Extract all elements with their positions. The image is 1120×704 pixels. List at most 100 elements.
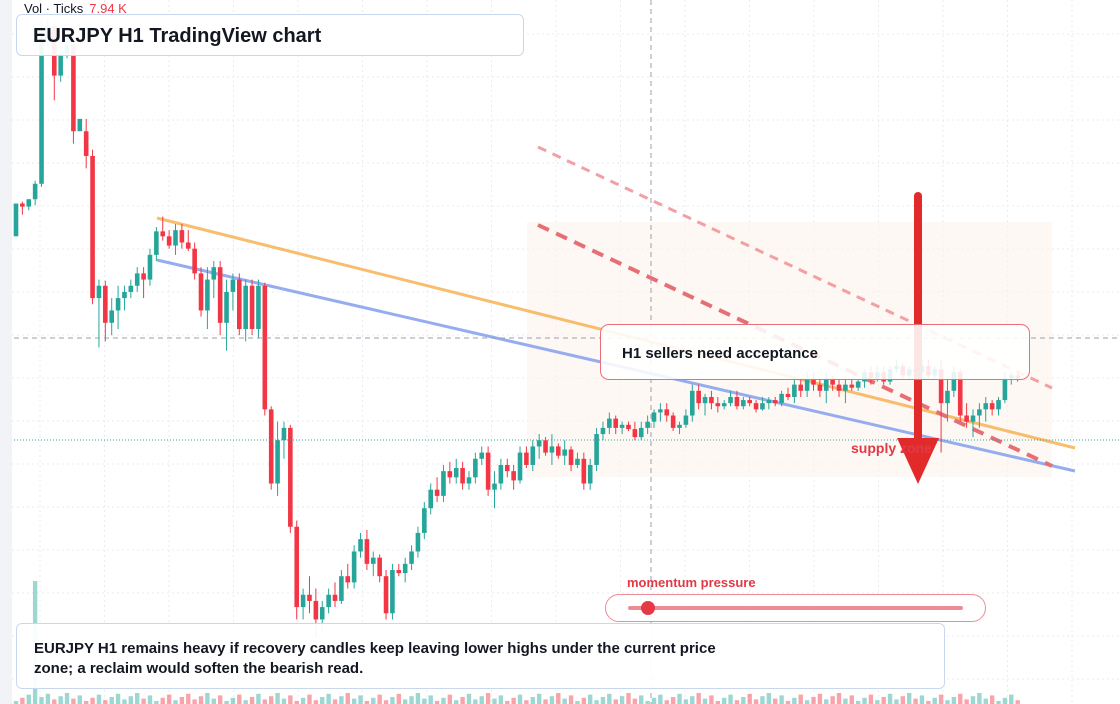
volume-bar xyxy=(90,697,95,704)
volume-bar xyxy=(600,697,606,704)
candle-body xyxy=(683,415,689,425)
candle-body xyxy=(460,468,465,484)
volume-bar xyxy=(843,698,848,704)
candle-body xyxy=(970,415,976,422)
candle-body xyxy=(332,594,338,601)
candle-body xyxy=(798,384,804,391)
volume-bar xyxy=(524,700,529,704)
volume-legend: Vol · Ticks 7.94 K xyxy=(0,0,127,16)
volume-bar xyxy=(900,696,906,704)
volume-legend-label: Vol · Ticks xyxy=(24,1,84,16)
candle-body xyxy=(594,434,599,465)
candle-body xyxy=(281,427,287,441)
volume-bar xyxy=(664,700,669,704)
callout-box: H1 sellers need acceptance xyxy=(600,324,1030,380)
candle-body xyxy=(230,279,236,292)
volume-bar xyxy=(505,701,510,704)
candle-body xyxy=(587,464,593,484)
candle-body xyxy=(307,594,312,601)
volume-bar xyxy=(281,698,287,704)
volume-bar xyxy=(103,700,108,704)
volume-bar xyxy=(339,696,344,704)
momentum-label: momentum pressure xyxy=(627,575,756,590)
candle-body xyxy=(760,403,765,410)
candle-body xyxy=(581,458,587,484)
volume-bar xyxy=(607,693,612,704)
volume-bar xyxy=(409,696,414,704)
volume-bar xyxy=(39,697,44,704)
candle-body xyxy=(20,203,25,207)
candle-body xyxy=(613,418,619,428)
volume-bar xyxy=(747,693,752,704)
volume-bar xyxy=(262,699,268,704)
candle-body xyxy=(217,267,223,323)
volume-bar xyxy=(1002,697,1008,704)
volume-bar xyxy=(977,693,982,704)
candle-body xyxy=(753,403,759,410)
candle-body xyxy=(747,400,752,404)
candle-body xyxy=(785,393,791,397)
left-edge xyxy=(0,0,12,704)
volume-bar xyxy=(479,696,484,704)
candle-body xyxy=(568,449,574,465)
volume-bar xyxy=(964,699,969,704)
candle-body xyxy=(543,440,548,453)
volume-bar xyxy=(779,695,784,704)
volume-bar xyxy=(498,695,504,704)
volume-bar xyxy=(135,693,140,704)
candle-body xyxy=(964,415,969,422)
candle-body xyxy=(134,273,140,286)
volume-bar xyxy=(96,694,102,704)
candle-body xyxy=(326,594,331,608)
candle-body xyxy=(160,231,166,237)
candle-body xyxy=(402,563,408,574)
volume-bar xyxy=(256,693,261,704)
volume-bar xyxy=(696,693,701,704)
candle-body xyxy=(141,273,146,280)
candle-body xyxy=(237,279,242,329)
volume-bar xyxy=(670,697,676,704)
volume-bar xyxy=(792,697,797,704)
candle-body xyxy=(434,489,440,496)
volume-bar xyxy=(568,695,574,704)
volume-bar xyxy=(804,700,810,704)
momentum-knob[interactable] xyxy=(641,601,656,615)
candle-body xyxy=(498,464,504,484)
candle-body xyxy=(779,393,784,404)
volume-bar xyxy=(619,696,625,704)
volume-bar xyxy=(753,699,759,704)
volume-bar xyxy=(721,697,727,704)
momentum-slider[interactable] xyxy=(605,594,986,622)
candle-body xyxy=(658,409,663,413)
candle-body xyxy=(422,508,427,533)
volume-bar xyxy=(64,693,70,704)
candle-body xyxy=(670,415,676,428)
volume-bar xyxy=(351,698,357,704)
candle-body xyxy=(428,489,433,509)
volume-bar xyxy=(549,696,555,704)
volume-bar xyxy=(415,693,421,704)
volume-bar xyxy=(326,693,331,704)
candle-body xyxy=(849,384,855,388)
volume-bar xyxy=(830,696,835,704)
candle-body xyxy=(370,557,376,564)
volume-bar xyxy=(709,695,714,704)
volume-bar xyxy=(824,699,829,704)
volume-bar xyxy=(875,700,880,704)
candle-body xyxy=(989,403,995,410)
volume-bar xyxy=(473,699,478,704)
volume-bar xyxy=(932,697,937,704)
volume-bar xyxy=(26,694,31,704)
candle-body xyxy=(128,285,134,292)
volume-bar xyxy=(651,697,657,704)
volume-bar xyxy=(20,697,25,704)
volume-bar xyxy=(358,695,363,704)
volume-bar xyxy=(734,700,740,704)
volume-bar xyxy=(249,697,255,704)
candle-body xyxy=(103,285,108,323)
volume-bar xyxy=(677,693,682,704)
volume-bar xyxy=(639,695,644,704)
candle-body xyxy=(441,471,446,496)
candle-body xyxy=(313,600,319,620)
volume-bar xyxy=(1015,700,1020,704)
